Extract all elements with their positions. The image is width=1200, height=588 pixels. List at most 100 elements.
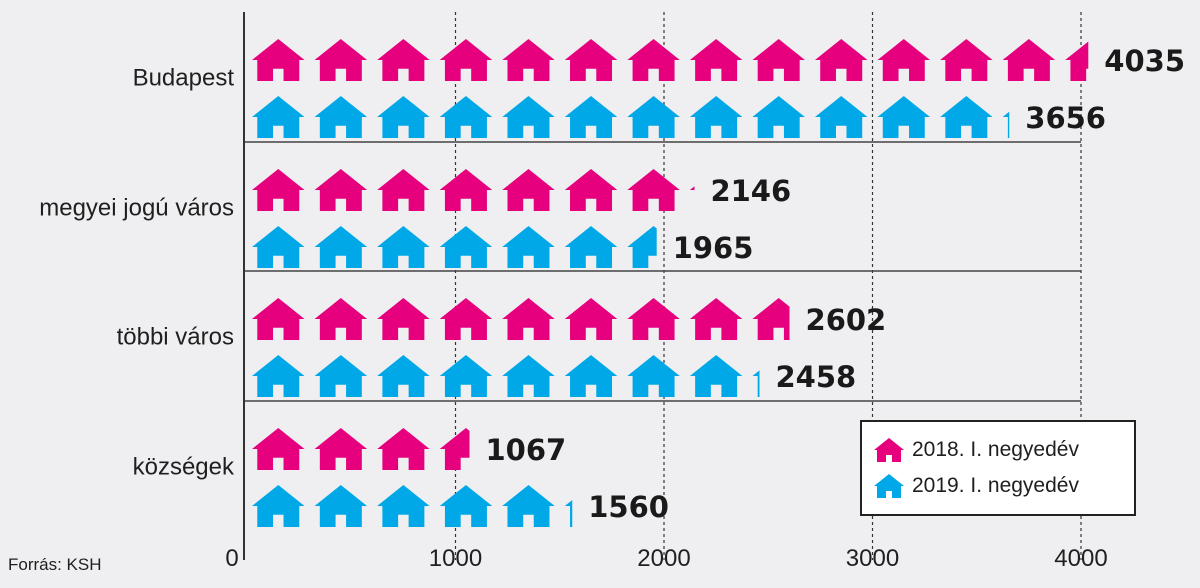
house-icon: [377, 485, 430, 527]
house-icon: [252, 96, 305, 138]
house-icon: [252, 485, 305, 527]
category-labels: Budapest megyei jogú város többi város közs…: [39, 65, 235, 481]
house-icon: [502, 485, 555, 527]
bar-2018-0: [252, 39, 1089, 81]
house-icon: [564, 169, 618, 211]
legend-item-2019: 2019. I. negyedév: [874, 468, 1122, 504]
legend: 2018. I. negyedév 2019. I. negyedév: [860, 420, 1136, 516]
house-icon: [502, 298, 555, 340]
bar-2018-2: [252, 298, 790, 340]
house-icon: [502, 355, 555, 397]
house-icon: [377, 96, 430, 138]
house-icon: [689, 39, 743, 81]
value-label: 2146: [710, 174, 791, 208]
house-icon: [252, 298, 305, 340]
house-icon: [627, 39, 680, 81]
group-separators: [244, 141, 1081, 402]
house-icon: [439, 428, 470, 470]
house-icon: [314, 485, 368, 527]
house-icon: [439, 169, 493, 211]
legend-item-2018: 2018. I. negyedév: [874, 432, 1122, 468]
house-icon: [439, 226, 493, 268]
bar-2018-3: [252, 428, 470, 470]
category-label: megyei jogú város: [39, 195, 234, 222]
house-icon: [814, 39, 868, 81]
house-icon: [252, 428, 305, 470]
category-label: Budapest: [133, 65, 235, 92]
house-icon: [502, 226, 555, 268]
legend-label-2019: 2019. I. negyedév: [912, 474, 1079, 497]
house-icon: [752, 298, 790, 340]
category-label: többi város: [117, 324, 234, 351]
house-icon: [252, 226, 305, 268]
house-icon: [502, 96, 555, 138]
x-tick-label-0: 0: [225, 545, 238, 572]
house-icon: [377, 39, 430, 81]
house-icon: [252, 355, 305, 397]
house-icon: [439, 39, 493, 81]
house-icon: [877, 39, 931, 81]
category-label: községek: [133, 454, 235, 481]
house-icon: [564, 226, 618, 268]
x-tick-label-3000: 3000: [846, 545, 899, 572]
house-icon: [314, 169, 368, 211]
source-note: Forrás: KSH: [8, 555, 102, 574]
value-label: 2458: [775, 360, 856, 394]
house-icon: [564, 298, 618, 340]
house-icon: [314, 96, 368, 138]
house-icon: [689, 96, 743, 138]
house-icon: [377, 169, 430, 211]
bar-2019-1: [252, 226, 657, 268]
house-icon: [377, 428, 430, 470]
house-icon: [377, 298, 430, 340]
x-axis-ticks: 0 1000 2000 3000 4000: [225, 545, 1107, 572]
house-icon: [502, 39, 555, 81]
house-icon: [439, 96, 493, 138]
house-icon: [874, 474, 904, 498]
value-labels: 4035 2146 2602 1067 3656 1965 2458 1560: [485, 44, 1185, 524]
house-icon: [502, 169, 555, 211]
bar-2018-1: [252, 169, 695, 211]
value-label: 1067: [485, 433, 566, 467]
house-icon: [752, 96, 805, 138]
legend-label-2018: 2018. I. negyedév: [912, 438, 1079, 461]
house-icon: [377, 355, 430, 397]
house-icon: [439, 298, 493, 340]
value-label: 3656: [1025, 101, 1106, 135]
house-icon: [314, 428, 368, 470]
house-icon: [814, 96, 868, 138]
value-label: 2602: [806, 303, 887, 337]
house-icon: [564, 96, 618, 138]
house-icon: [689, 355, 743, 397]
bar-2019-0: [252, 96, 1010, 138]
house-icon: [627, 298, 680, 340]
value-label: 4035: [1104, 44, 1185, 78]
house-icon: [252, 39, 305, 81]
house-icon: [314, 39, 368, 81]
bar-2019-2: [252, 355, 760, 397]
x-tick-label-1000: 1000: [429, 545, 482, 572]
house-icon: [314, 226, 368, 268]
house-icon: [439, 485, 493, 527]
x-tick-label-2000: 2000: [637, 545, 690, 572]
house-icon: [439, 355, 493, 397]
house-icon: [627, 169, 680, 211]
house-icon: [940, 39, 993, 81]
house-icon: [1002, 39, 1056, 81]
house-icon: [564, 355, 618, 397]
house-icon: [627, 355, 680, 397]
house-icon: [752, 39, 805, 81]
house-icon: [689, 298, 743, 340]
house-icon: [314, 298, 368, 340]
house-icon: [874, 438, 904, 462]
house-icon: [877, 96, 931, 138]
value-label: 1965: [673, 231, 754, 265]
house-icon: [377, 226, 430, 268]
x-tick-label-4000: 4000: [1054, 545, 1107, 572]
house-icon: [314, 355, 368, 397]
house-icon: [252, 169, 305, 211]
house-icon: [564, 39, 618, 81]
bar-2019-3: [252, 485, 573, 527]
value-label: 1560: [588, 490, 669, 524]
